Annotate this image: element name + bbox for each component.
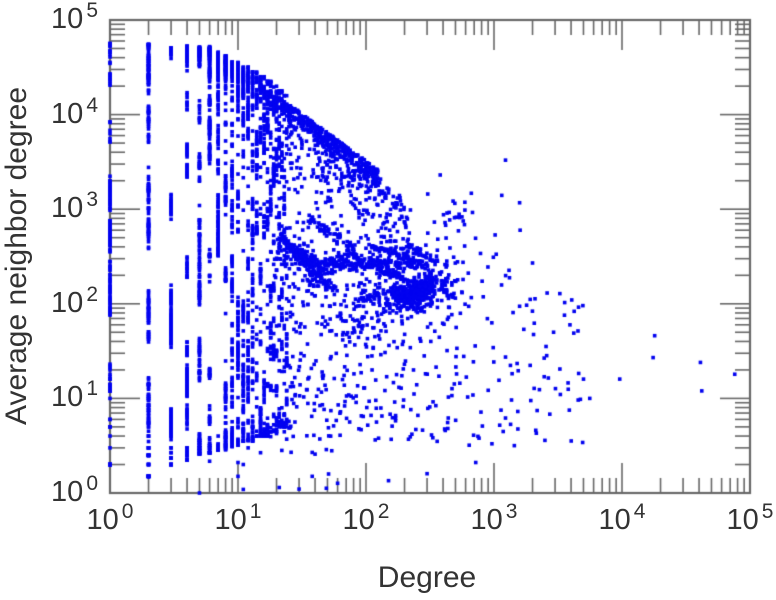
tick-exponent: 0 bbox=[121, 500, 134, 523]
tick-exponent: 3 bbox=[86, 187, 98, 211]
tick-mantissa: 10 bbox=[598, 504, 631, 536]
x-tick-label-1e4: 10 4 bbox=[598, 501, 646, 536]
y-tick-label-1e3: 10 3 bbox=[20, 189, 98, 224]
tick-exponent: 1 bbox=[249, 500, 262, 523]
tick-exponent: 2 bbox=[377, 500, 390, 523]
tick-mantissa: 10 bbox=[51, 191, 84, 224]
tick-exponent: 4 bbox=[633, 500, 646, 523]
y-tick-label-1e2: 10 2 bbox=[20, 284, 98, 319]
tick-mantissa: 10 bbox=[51, 286, 84, 319]
tick-exponent: 3 bbox=[505, 500, 518, 523]
tick-mantissa: 10 bbox=[342, 504, 375, 536]
tick-mantissa: 10 bbox=[726, 504, 759, 536]
tick-mantissa: 10 bbox=[214, 504, 247, 536]
x-tick-label-1e5: 10 5 bbox=[726, 501, 774, 536]
tick-exponent: 5 bbox=[761, 500, 774, 523]
y-tick-label-1e4: 10 4 bbox=[20, 95, 98, 130]
tick-exponent: 1 bbox=[86, 376, 98, 400]
tick-exponent: 4 bbox=[86, 93, 98, 117]
y-tick-label-1e5: 10 5 bbox=[20, 0, 98, 35]
tick-mantissa: 10 bbox=[51, 380, 84, 413]
x-tick-label-1e2: 10 2 bbox=[342, 501, 390, 536]
x-tick-label-1e0: 10 0 bbox=[86, 501, 134, 536]
tick-mantissa: 10 bbox=[86, 504, 119, 536]
y-tick-label-1e0: 10 0 bbox=[20, 473, 98, 508]
y-axis-title: Average neighbor degree bbox=[0, 86, 33, 426]
tick-mantissa: 10 bbox=[51, 97, 84, 130]
tick-exponent: 5 bbox=[86, 0, 98, 22]
tick-mantissa: 10 bbox=[51, 2, 84, 35]
y-tick-label-1e1: 10 1 bbox=[20, 378, 98, 413]
tick-exponent: 0 bbox=[86, 471, 98, 495]
tick-mantissa: 10 bbox=[51, 475, 84, 508]
x-axis-title: Degree bbox=[377, 561, 477, 594]
x-tick-label-1e3: 10 3 bbox=[470, 501, 518, 536]
tick-exponent: 2 bbox=[86, 282, 98, 306]
tick-mantissa: 10 bbox=[470, 504, 503, 536]
x-tick-label-1e1: 10 1 bbox=[214, 501, 262, 536]
